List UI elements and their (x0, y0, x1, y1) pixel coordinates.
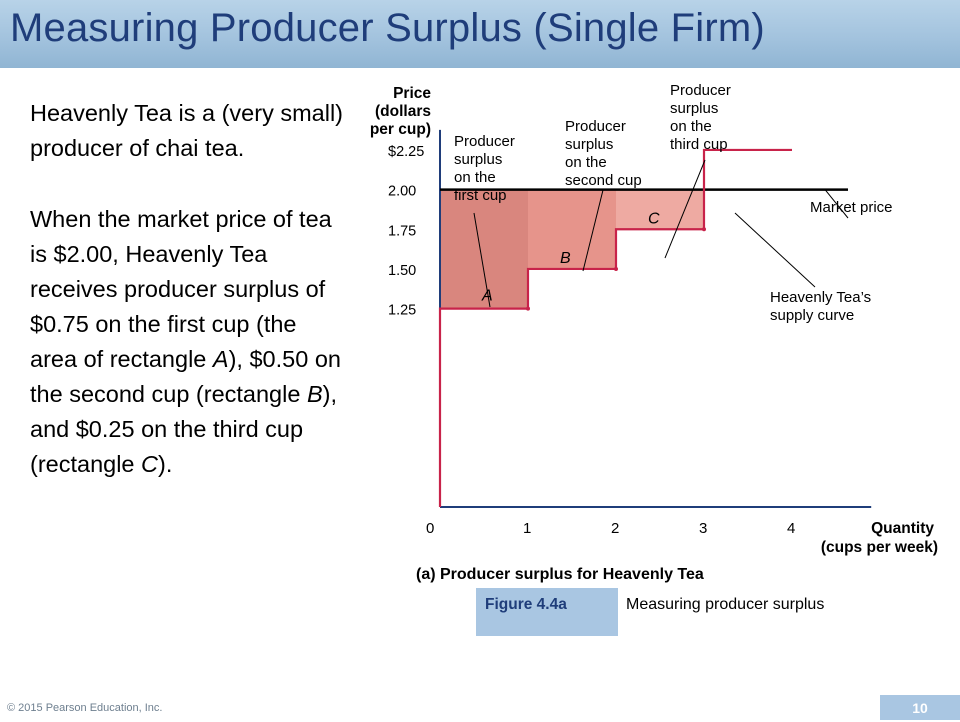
title-bar: Measuring Producer Surplus (Single Firm) (0, 0, 960, 68)
annotation-surplus-first-line-3: on the (454, 169, 496, 186)
figure-label: Figure 4.4a (476, 588, 618, 636)
figure-caption: Figure 4.4a Measuring producer surplus (476, 588, 836, 636)
rect-a-ref: A (212, 346, 229, 372)
chart-title: (a) Producer surplus for Heavenly Tea (416, 566, 704, 583)
surplus-rect-b (528, 189, 616, 269)
chart-container: A B C $2.25 2.00 1.75 1.50 1.25 0 1 2 3 4 Price (dolla… (350, 75, 960, 595)
annotation-surplus-first-line-4: first cup (454, 187, 507, 204)
y-axis-title-line-3: per cup) (370, 121, 431, 138)
rect-b-ref: B (306, 381, 323, 407)
annotation-surplus-third-line-2: surplus (670, 100, 718, 117)
annotation-surplus-second-line-1: Producer (565, 118, 626, 135)
figure-description: Measuring producer surplus (626, 596, 825, 613)
page-number: 10 (880, 695, 960, 720)
rect-c-ref: C (141, 451, 159, 477)
y-tick-label-200: 2.00 (388, 184, 416, 200)
x-tick-label-4: 4 (787, 520, 795, 537)
surplus-rect-c (616, 189, 704, 230)
x-axis-title-line-1: Quantity (871, 520, 934, 537)
annotation-surplus-third-line-4: third cup (670, 136, 728, 153)
x-axis-title-line-2: (cups per week) (821, 539, 938, 556)
slide-title: Measuring Producer Surplus (Single Firm) (10, 6, 765, 50)
annotation-market-price: Market price (810, 199, 893, 216)
explanation-part-2: ), $0.50 on the second cup (rectangle (30, 346, 341, 407)
annotation-surplus-third-line-1: Producer (670, 82, 731, 99)
y-tick-label-225: $2.25 (388, 144, 424, 160)
explanation-part-1: When the market price of tea is $2.00, H… (30, 206, 332, 372)
paragraph-explanation: When the market price of tea is $2.00, H… (30, 202, 350, 482)
y-tick-label-175: 1.75 (388, 223, 416, 239)
annotation-supply-curve-line-1: Heavenly Tea’s (770, 289, 871, 306)
supply-step-point-2 (614, 266, 618, 271)
explanation-part-4: ). (158, 451, 173, 477)
annotation-surplus-first-line-1: Producer (454, 133, 515, 150)
surplus-rect-label-b: B (560, 250, 571, 267)
leader-third-cup (664, 159, 706, 259)
producer-surplus-chart: A B C $2.25 2.00 1.75 1.50 1.25 0 1 2 3 4 Price(dolla… (370, 82, 938, 583)
surplus-rect-label-a: A (481, 288, 493, 305)
x-tick-label-1: 1 (523, 520, 531, 537)
y-axis-title-line-2: (dollars (375, 103, 431, 120)
annotation-surplus-second-line-4: second cup (565, 172, 642, 189)
annotation-surplus-second-line-3: on the (565, 154, 607, 171)
paragraph-intro: Heavenly Tea is a (very small) producer … (30, 100, 344, 161)
supply-step-point-1 (526, 306, 530, 311)
body-text: Heavenly Tea is a (very small) producer … (30, 96, 350, 482)
x-tick-label-3: 3 (699, 520, 707, 537)
y-tick-label-125: 1.25 (388, 303, 416, 319)
leader-first-cup (473, 212, 491, 308)
explanation-part-3: ), and $0.25 on the third cup (rectangle (30, 381, 337, 477)
copyright: © 2015 Pearson Education, Inc. (7, 702, 163, 714)
annotation-surplus-first-line-2: surplus (454, 151, 502, 168)
leader-second-cup (582, 189, 604, 272)
x-tick-label-0: 0 (426, 520, 434, 537)
annotation-surplus-third-line-3: on the (670, 118, 712, 135)
y-axis-title-line-1: Price (393, 85, 431, 102)
annotation-surplus-second-line-2: surplus (565, 136, 613, 153)
leader-supply-curve (734, 212, 816, 288)
y-tick-label-150: 1.50 (388, 263, 416, 279)
leader-market-price (824, 189, 849, 219)
surplus-rect-a (440, 189, 528, 309)
x-tick-label-2: 2 (611, 520, 619, 537)
annotation-supply-curve-line-2: supply curve (770, 307, 854, 324)
surplus-rect-label-c: C (648, 210, 660, 227)
supply-step-point-3 (702, 227, 706, 232)
